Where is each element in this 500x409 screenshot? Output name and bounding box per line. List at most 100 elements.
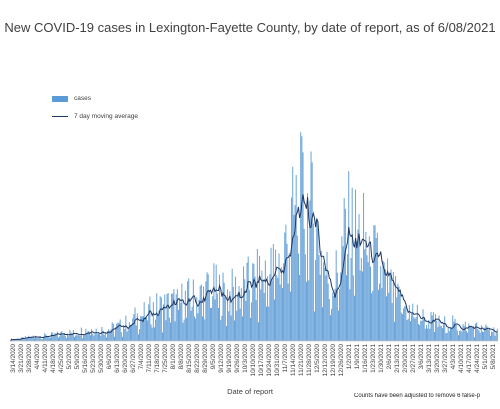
bar-case	[87, 330, 89, 341]
bar-case	[294, 205, 296, 341]
x-tick-label: 3/6/2021	[418, 344, 425, 370]
bar-case	[335, 250, 337, 341]
x-tick-label: 10/10/2020	[250, 344, 257, 377]
bar-case	[469, 325, 471, 341]
moving-average-line	[10, 194, 498, 341]
bar-case	[285, 224, 287, 341]
bar-case	[246, 262, 248, 341]
bar-case	[350, 257, 352, 341]
bar-case	[494, 335, 496, 341]
bar-case	[42, 339, 43, 341]
bar-case	[443, 325, 445, 341]
bar-case	[118, 322, 120, 341]
bar-case	[258, 322, 259, 341]
bar-case	[343, 197, 345, 341]
bar-case	[219, 274, 221, 341]
x-tick-label: 1/16/2021	[362, 344, 369, 373]
bar-case	[152, 302, 154, 341]
bar-case	[55, 334, 57, 341]
bar-case	[74, 336, 75, 341]
x-tick-label: 10/17/2020	[258, 344, 265, 377]
bar-case	[133, 314, 135, 341]
bar-case	[93, 335, 95, 341]
x-tick-label: 2/27/2021	[410, 344, 417, 373]
x-tick-label: 12/5/2020	[314, 344, 321, 373]
bar-case	[430, 311, 432, 341]
bar-case	[389, 272, 391, 341]
bar-case	[379, 283, 381, 341]
bar-case	[58, 337, 59, 341]
bar-case	[180, 302, 182, 341]
bar-case	[266, 306, 267, 341]
bar-case	[31, 337, 33, 341]
bar-case	[63, 332, 65, 341]
bar-case	[228, 311, 230, 341]
legend-item-moving-average: 7 day moving average	[52, 112, 138, 121]
x-tick-label: 7/4/2020	[138, 344, 145, 370]
bar-case	[336, 272, 338, 341]
bar-case	[247, 256, 249, 341]
bar-case	[444, 316, 446, 341]
bar-case	[253, 263, 255, 341]
bar-case	[240, 288, 242, 341]
bar-case	[306, 281, 307, 341]
x-tick-label: 7/25/2020	[162, 344, 169, 373]
bar-case	[104, 332, 106, 341]
bar-case	[317, 224, 319, 341]
bar-case	[348, 171, 350, 341]
bar-case	[173, 289, 175, 341]
bar-case	[397, 283, 399, 341]
bar-case	[127, 329, 129, 341]
bar-case	[478, 330, 480, 341]
bar-case	[440, 326, 442, 341]
bar-case	[134, 307, 136, 341]
x-tick-label: 5/2/2020	[66, 344, 73, 370]
bar-case	[332, 292, 334, 341]
bar-case	[170, 322, 171, 341]
bar-case	[407, 318, 409, 341]
bar-case	[328, 298, 330, 341]
x-tick-label: 1/2/2021	[346, 344, 353, 370]
bar-case	[94, 333, 96, 341]
bar-case	[59, 336, 61, 341]
bar-case	[352, 275, 354, 341]
bar-case	[476, 322, 478, 341]
bar-case	[251, 302, 253, 341]
bar-case	[187, 281, 189, 341]
x-tick-label: 9/26/2020	[234, 344, 241, 373]
bar-case	[408, 305, 410, 341]
bar-case	[163, 304, 165, 341]
bar-case	[394, 321, 395, 341]
bar-case	[239, 308, 241, 341]
bar-case	[79, 335, 81, 341]
bar-case	[423, 318, 425, 341]
x-tick-label: 4/3/2021	[450, 344, 457, 370]
bar-case	[431, 315, 433, 341]
bar-case	[147, 320, 149, 341]
bar-case	[111, 322, 113, 341]
bar-case	[85, 328, 87, 341]
bar-case	[358, 214, 360, 341]
bar-case	[475, 323, 477, 341]
bar-case	[202, 316, 203, 341]
bar-case	[36, 336, 38, 341]
bar-case	[72, 329, 74, 341]
legend-swatch-moving-average	[52, 116, 68, 117]
bar-case	[156, 293, 158, 341]
x-tick-label: 1/9/2021	[354, 344, 361, 370]
bar-case	[275, 249, 277, 341]
x-tick-label: 9/5/2020	[210, 344, 217, 370]
bar-case	[86, 333, 88, 341]
bar-case	[464, 321, 466, 341]
bar-case	[144, 317, 146, 341]
bar-case	[412, 303, 414, 341]
bar-case	[30, 336, 32, 341]
bar-case	[188, 278, 190, 341]
bar-case	[205, 281, 207, 341]
bar-case	[230, 315, 232, 341]
bar-case	[399, 294, 401, 341]
bar-case	[324, 267, 326, 341]
bar-case	[91, 329, 93, 341]
bar-case	[123, 325, 125, 341]
bar-case	[342, 246, 344, 341]
